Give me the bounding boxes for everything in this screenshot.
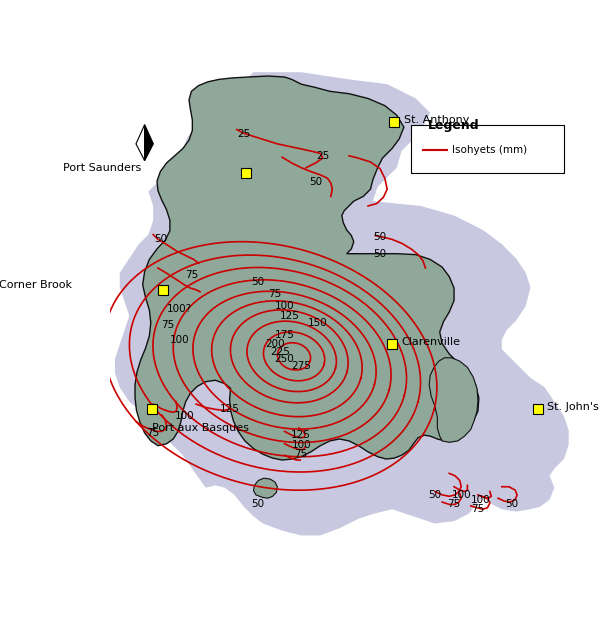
Text: 125: 125 bbox=[280, 311, 299, 321]
Polygon shape bbox=[253, 478, 277, 498]
Text: 50: 50 bbox=[309, 177, 322, 187]
Text: 225: 225 bbox=[270, 346, 290, 356]
Text: 125: 125 bbox=[291, 430, 311, 440]
Text: St. John's: St. John's bbox=[547, 402, 599, 412]
Text: Clarenville: Clarenville bbox=[401, 337, 461, 347]
Polygon shape bbox=[429, 358, 478, 442]
Text: 100: 100 bbox=[175, 411, 194, 421]
Text: 75: 75 bbox=[295, 449, 308, 459]
Polygon shape bbox=[145, 125, 153, 160]
Text: Isohyets (mm): Isohyets (mm) bbox=[452, 145, 527, 155]
Text: St. Anthony: St. Anthony bbox=[404, 115, 469, 125]
Text: 75: 75 bbox=[448, 499, 461, 509]
Text: 100: 100 bbox=[275, 301, 295, 311]
Text: 100: 100 bbox=[470, 494, 490, 504]
Text: Port aux Basques: Port aux Basques bbox=[152, 423, 249, 433]
Text: 200: 200 bbox=[265, 340, 285, 350]
Text: 50: 50 bbox=[251, 277, 265, 287]
Text: 75: 75 bbox=[268, 289, 281, 299]
Text: 50: 50 bbox=[154, 234, 167, 244]
Text: 100: 100 bbox=[170, 335, 189, 345]
Text: Legend: Legend bbox=[428, 119, 480, 132]
Text: 75: 75 bbox=[146, 428, 160, 438]
Text: 100: 100 bbox=[292, 440, 311, 450]
Text: 125: 125 bbox=[220, 404, 239, 414]
Text: 75: 75 bbox=[185, 270, 198, 280]
Text: 75: 75 bbox=[472, 504, 485, 514]
Text: 25: 25 bbox=[237, 129, 251, 139]
Text: Corner Brook: Corner Brook bbox=[0, 280, 72, 290]
Text: 75: 75 bbox=[161, 320, 174, 330]
Polygon shape bbox=[115, 72, 569, 536]
Polygon shape bbox=[136, 125, 145, 160]
Text: 50: 50 bbox=[373, 249, 386, 259]
Text: 250: 250 bbox=[275, 354, 295, 364]
Text: 50: 50 bbox=[373, 232, 386, 242]
Text: 50: 50 bbox=[505, 499, 518, 509]
Text: 100: 100 bbox=[451, 490, 471, 500]
Text: 50: 50 bbox=[251, 499, 265, 509]
Text: 150: 150 bbox=[308, 318, 328, 328]
Text: Port Saunders: Port Saunders bbox=[63, 163, 141, 173]
Text: 175: 175 bbox=[275, 330, 295, 340]
FancyBboxPatch shape bbox=[411, 125, 564, 172]
Text: 275: 275 bbox=[291, 361, 311, 371]
Text: 25: 25 bbox=[316, 151, 329, 161]
Text: 50: 50 bbox=[428, 490, 442, 500]
Polygon shape bbox=[135, 76, 479, 460]
Text: 100?: 100? bbox=[167, 304, 192, 313]
